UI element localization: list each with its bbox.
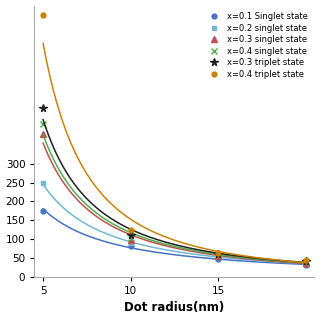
Line: x=0.4 singlet state: x=0.4 singlet state [40, 121, 309, 265]
x=0.4 triplet state [41, 13, 45, 17]
X-axis label: Dot radius(nm): Dot radius(nm) [124, 301, 225, 315]
x=0.3 triplet state [216, 252, 220, 256]
Line: x=0.2 singlet state: x=0.2 singlet state [41, 180, 308, 266]
Legend: x=0.1 Singlet state, x=0.2 singlet state, x=0.3 singlet state, x=0.4 singlet sta: x=0.1 Singlet state, x=0.2 singlet state… [204, 10, 310, 81]
x=0.3 singlet state [304, 260, 308, 264]
x=0.2 singlet state [304, 261, 308, 265]
x=0.3 triplet state [129, 233, 132, 236]
x=0.2 singlet state [129, 241, 132, 245]
x=0.4 triplet state [129, 228, 132, 232]
x=0.1 Singlet state [41, 209, 45, 213]
Line: x=0.1 Singlet state: x=0.1 Singlet state [41, 209, 308, 267]
Line: x=0.3 singlet state: x=0.3 singlet state [40, 131, 308, 265]
x=0.1 Singlet state [129, 244, 132, 248]
x=0.4 singlet state [129, 236, 132, 240]
x=0.3 triplet state [304, 259, 308, 263]
x=0.4 singlet state [41, 122, 45, 126]
Line: x=0.3 triplet state: x=0.3 triplet state [39, 105, 309, 265]
x=0.3 singlet state [129, 238, 132, 242]
x=0.1 Singlet state [304, 263, 308, 267]
x=0.1 Singlet state [216, 257, 220, 261]
x=0.4 triplet state [304, 258, 308, 262]
x=0.3 singlet state [41, 132, 45, 136]
Line: x=0.4 triplet state: x=0.4 triplet state [41, 12, 308, 263]
x=0.3 triplet state [41, 107, 45, 110]
x=0.3 singlet state [216, 254, 220, 258]
x=0.2 singlet state [41, 181, 45, 185]
x=0.2 singlet state [216, 255, 220, 259]
x=0.4 triplet state [216, 251, 220, 255]
x=0.4 singlet state [304, 260, 308, 264]
x=0.4 singlet state [216, 253, 220, 257]
